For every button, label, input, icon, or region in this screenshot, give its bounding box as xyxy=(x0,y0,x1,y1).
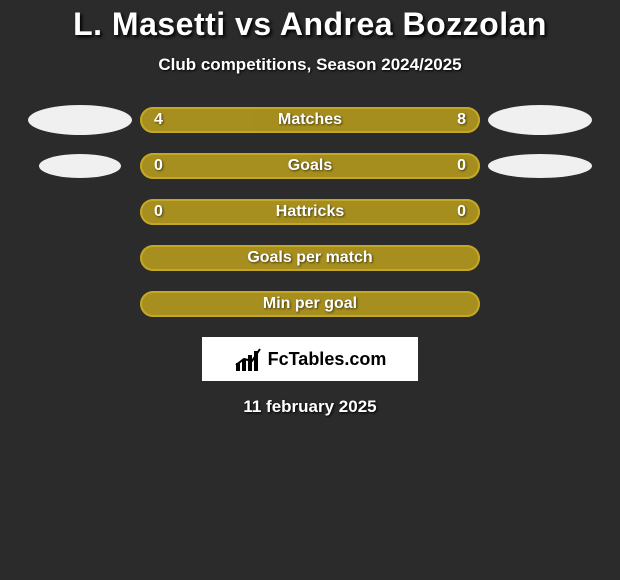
stat-label: Goals per match xyxy=(247,249,372,267)
stat-label: Matches xyxy=(278,111,342,129)
stat-bar: Goals per match xyxy=(140,245,480,271)
subtitle: Club competitions, Season 2024/2025 xyxy=(0,55,620,75)
logo-box: FcTables.com xyxy=(202,337,418,381)
player2-ellipse xyxy=(488,105,592,135)
stat-right-value: 0 xyxy=(457,203,466,221)
stat-left-value: 0 xyxy=(154,157,163,175)
player1-ellipse xyxy=(39,154,121,178)
stat-label: Min per goal xyxy=(263,295,357,313)
stat-label: Hattricks xyxy=(276,203,344,221)
stat-right-value: 8 xyxy=(457,111,466,129)
stat-bar: 0 0 Goals xyxy=(140,153,480,179)
player2-ellipse xyxy=(488,154,592,178)
stat-bar: Min per goal xyxy=(140,291,480,317)
stat-left-value: 0 xyxy=(154,203,163,221)
stat-right-value: 0 xyxy=(457,157,466,175)
stat-row: Goals per match xyxy=(0,245,620,271)
stat-label: Goals xyxy=(288,157,332,175)
player1-ellipse xyxy=(28,105,132,135)
date-label: 11 february 2025 xyxy=(0,397,620,417)
page-title: L. Masetti vs Andrea Bozzolan xyxy=(0,0,620,43)
stat-bar: 4 8 Matches xyxy=(140,107,480,133)
logo-chart-icon xyxy=(234,347,264,371)
stat-row: Min per goal xyxy=(0,291,620,317)
stat-bar: 0 0 Hattricks xyxy=(140,199,480,225)
stat-left-value: 4 xyxy=(154,111,163,129)
stat-row: 4 8 Matches xyxy=(0,107,620,133)
logo-text: FcTables.com xyxy=(268,349,387,370)
stat-row: 0 0 Goals xyxy=(0,153,620,179)
stat-row: 0 0 Hattricks xyxy=(0,199,620,225)
stats-container: 4 8 Matches 0 0 Goals 0 0 Hattricks Goals per mat… xyxy=(0,107,620,317)
